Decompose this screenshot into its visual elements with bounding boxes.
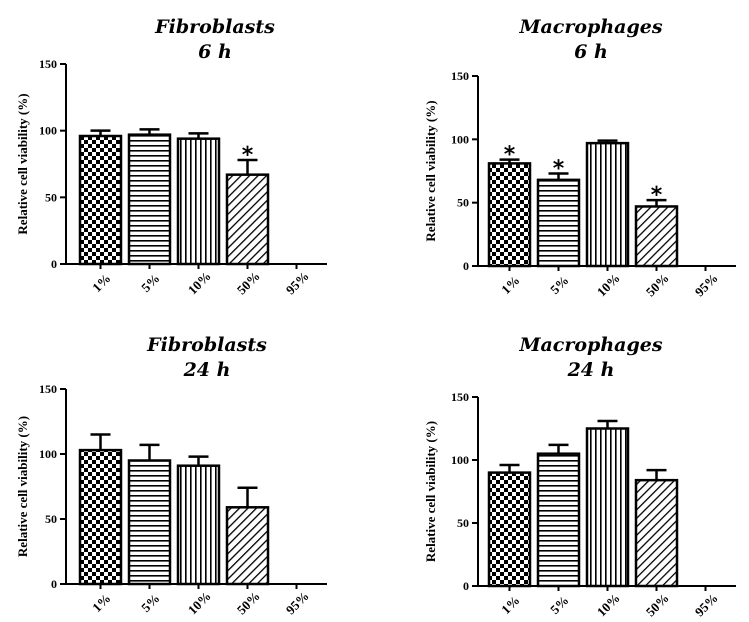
- y-tick-label: 0: [463, 259, 469, 273]
- bar-10pct: [176, 137, 221, 266]
- x-tick-label: 95%: [283, 268, 312, 297]
- x-tick-label: 1%: [498, 273, 522, 297]
- y-axis-label: Relative cell viability (%): [423, 421, 438, 562]
- x-tick-label: 5%: [138, 271, 162, 295]
- y-tick-label: 50: [45, 190, 57, 204]
- bar-1pct: [78, 134, 123, 266]
- significance-star: *: [651, 183, 663, 208]
- bar-5pct: [536, 452, 581, 588]
- chart-title: Fibroblasts: [146, 334, 267, 356]
- chart-panel-4: Macrophages 24 h Relative cell viability (…: [423, 334, 736, 619]
- x-tick-label: 5%: [138, 591, 162, 615]
- chart-title: Macrophages: [518, 334, 662, 356]
- x-tick-label: 50%: [643, 270, 672, 299]
- y-axis-label: Relative cell viability (%): [15, 416, 30, 557]
- bar-5pct: [127, 459, 172, 586]
- chart-panel-3: Fibroblasts 24 h Relative cell viability (…: [15, 334, 327, 617]
- bar-50pct: [225, 506, 270, 586]
- y-tick-label: 0: [463, 579, 469, 593]
- chart-panel-2: Macrophages 6 h Relative cell viability (%…: [423, 16, 736, 299]
- bar-5pct: [536, 178, 581, 268]
- bar-50pct: [634, 205, 679, 268]
- bar-10pct: [176, 464, 221, 586]
- x-tick-label: 1%: [89, 271, 113, 295]
- y-tick-label: 150: [39, 382, 57, 396]
- bar-50pct: [225, 173, 270, 266]
- bar-10pct: [585, 427, 630, 588]
- x-tick-label: 10%: [594, 270, 623, 299]
- x-tick-label: 10%: [185, 588, 214, 617]
- bar-1pct: [78, 448, 123, 586]
- y-tick-label: 100: [39, 124, 57, 138]
- x-tick-label: 5%: [547, 593, 571, 617]
- bar-1pct: [487, 471, 532, 588]
- x-tick-label: 50%: [643, 590, 672, 619]
- x-tick-label: 1%: [89, 591, 113, 615]
- significance-star: *: [553, 157, 565, 182]
- chart-title: Macrophages: [518, 16, 662, 38]
- chart-subtitle: 24 h: [183, 359, 231, 381]
- x-tick-label: 95%: [283, 588, 312, 617]
- significance-star: *: [242, 143, 254, 168]
- y-tick-label: 100: [451, 132, 469, 146]
- x-tick-label: 10%: [185, 268, 214, 297]
- y-tick-label: 50: [457, 516, 469, 530]
- y-tick-label: 0: [51, 257, 57, 271]
- x-tick-label: 50%: [234, 588, 263, 617]
- y-tick-label: 150: [451, 69, 469, 83]
- x-tick-label: 5%: [547, 273, 571, 297]
- y-tick-label: 50: [45, 512, 57, 526]
- chart-subtitle: 24 h: [567, 359, 615, 381]
- y-axis-label: Relative cell viability (%): [423, 100, 438, 241]
- significance-star: *: [504, 143, 516, 168]
- chart-panel-1: Fibroblasts 6 h Relative cell viability (%…: [15, 16, 327, 297]
- bar-5pct: [127, 133, 172, 266]
- y-tick-label: 50: [457, 196, 469, 210]
- y-tick-label: 100: [39, 447, 57, 461]
- y-axis-label: Relative cell viability (%): [15, 93, 30, 234]
- y-tick-label: 0: [51, 577, 57, 591]
- x-tick-label: 95%: [692, 590, 721, 619]
- y-tick-label: 150: [39, 57, 57, 71]
- y-tick-label: 150: [451, 390, 469, 404]
- chart-subtitle: 6 h: [198, 41, 232, 63]
- x-tick-label: 95%: [692, 270, 721, 299]
- bar-50pct: [634, 478, 679, 588]
- chart-title: Fibroblasts: [154, 16, 275, 38]
- y-tick-label: 100: [451, 453, 469, 467]
- x-tick-label: 10%: [594, 590, 623, 619]
- bar-10pct: [585, 141, 630, 268]
- chart-subtitle: 6 h: [574, 41, 608, 63]
- bar-1pct: [487, 162, 532, 268]
- x-tick-label: 1%: [498, 593, 522, 617]
- x-tick-label: 50%: [234, 268, 263, 297]
